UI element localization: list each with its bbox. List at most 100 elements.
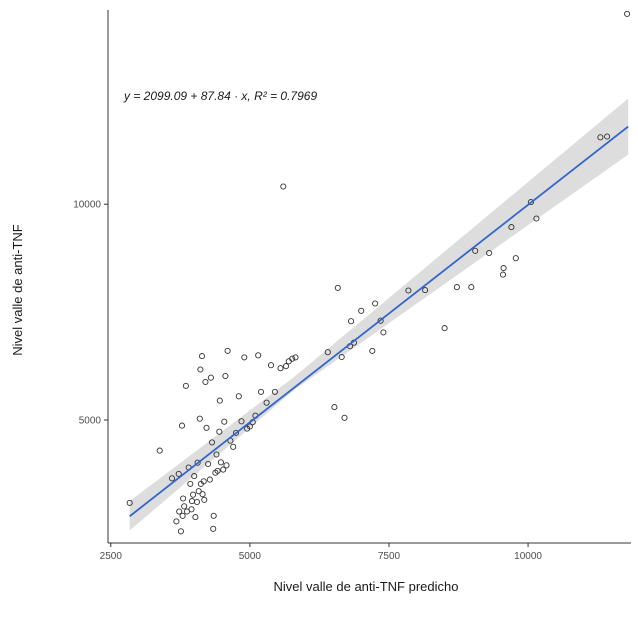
data-point-38 bbox=[210, 512, 217, 519]
data-point-5 bbox=[175, 470, 182, 477]
data-point-33 bbox=[205, 460, 212, 468]
data-point-85 bbox=[422, 287, 429, 294]
data-point-67 bbox=[282, 363, 290, 370]
data-point-94 bbox=[512, 255, 519, 262]
data-point-81 bbox=[372, 300, 379, 307]
data-point-71 bbox=[324, 349, 331, 356]
data-point-42 bbox=[216, 428, 223, 435]
data-point-23 bbox=[195, 488, 202, 495]
data-point-9 bbox=[179, 512, 186, 519]
data-point-89 bbox=[472, 247, 479, 254]
regression-line-layer bbox=[129, 125, 629, 517]
data-point-80 bbox=[369, 347, 376, 354]
data-point-87 bbox=[453, 284, 460, 291]
data-point-79 bbox=[358, 307, 365, 314]
y-tick-label-5000: 5000 bbox=[79, 416, 102, 427]
data-point-96 bbox=[533, 215, 540, 222]
data-point-83 bbox=[380, 329, 387, 336]
data-point-4 bbox=[173, 518, 180, 525]
data-point-62 bbox=[263, 399, 270, 406]
regression-line bbox=[129, 125, 629, 517]
data-point-1 bbox=[126, 499, 133, 506]
data-point-92 bbox=[500, 265, 507, 272]
x-tick-label-10000: 10000 bbox=[514, 551, 542, 562]
data-point-52 bbox=[232, 429, 240, 436]
data-point-21 bbox=[193, 498, 201, 506]
y-axis-title: Nivel valle de anti-TNF bbox=[10, 224, 25, 356]
data-point-7 bbox=[177, 528, 184, 535]
data-point-16 bbox=[188, 506, 195, 513]
data-point-19 bbox=[191, 473, 198, 480]
data-point-43 bbox=[216, 397, 223, 404]
data-point-72 bbox=[331, 404, 338, 411]
regression-equation-label: y = 2099.09 + 87.84 · x, R² = 0.7969 bbox=[123, 89, 317, 103]
data-point-74 bbox=[338, 353, 345, 361]
data-point-69 bbox=[289, 355, 296, 362]
data-point-8 bbox=[178, 422, 186, 429]
data-point-55 bbox=[241, 354, 248, 361]
data-point-2 bbox=[156, 447, 163, 454]
data-point-27 bbox=[198, 353, 206, 360]
data-point-15 bbox=[187, 480, 194, 487]
data-point-22 bbox=[194, 459, 201, 466]
data-point-40 bbox=[213, 451, 220, 458]
data-point-28 bbox=[199, 491, 206, 498]
data-point-57 bbox=[246, 423, 253, 430]
points-layer bbox=[126, 10, 631, 535]
data-point-48 bbox=[223, 462, 230, 469]
data-point-10 bbox=[180, 495, 187, 502]
data-point-63 bbox=[267, 362, 275, 369]
data-point-44 bbox=[217, 459, 224, 466]
data-point-60 bbox=[255, 352, 262, 359]
data-point-12 bbox=[182, 382, 189, 389]
data-point-41 bbox=[214, 467, 221, 474]
ticks-layer: 2500 5000 7500 10000 5000 10000 bbox=[73, 200, 542, 562]
data-point-77 bbox=[348, 318, 355, 325]
data-point-18 bbox=[190, 491, 197, 498]
data-point-36 bbox=[208, 439, 216, 446]
data-point-98 bbox=[604, 133, 611, 140]
data-point-70 bbox=[292, 354, 299, 361]
data-point-30 bbox=[201, 496, 208, 503]
data-point-82 bbox=[377, 317, 384, 324]
x-tick-label-7500: 7500 bbox=[378, 551, 401, 562]
data-point-35 bbox=[207, 374, 214, 381]
data-point-66 bbox=[280, 183, 287, 190]
data-point-25 bbox=[197, 366, 204, 373]
data-point-61 bbox=[257, 388, 265, 395]
confidence-band bbox=[129, 98, 629, 531]
x-tick-label-2500: 2500 bbox=[100, 551, 123, 562]
data-point-37 bbox=[210, 525, 217, 532]
data-point-54 bbox=[238, 418, 245, 425]
data-point-88 bbox=[468, 284, 475, 291]
data-point-90 bbox=[486, 249, 493, 257]
axes-layer bbox=[107, 10, 631, 544]
data-point-49 bbox=[224, 347, 231, 354]
data-point-84 bbox=[405, 287, 412, 294]
data-point-53 bbox=[235, 393, 242, 400]
data-point-51 bbox=[230, 443, 237, 450]
data-point-97 bbox=[597, 134, 604, 141]
data-point-34 bbox=[206, 476, 213, 483]
x-tick-label-5000: 5000 bbox=[239, 551, 262, 562]
data-point-24 bbox=[196, 415, 203, 422]
data-point-93 bbox=[508, 224, 515, 231]
data-point-45 bbox=[220, 466, 227, 473]
data-point-29 bbox=[200, 478, 207, 485]
data-point-31 bbox=[202, 378, 209, 386]
data-point-17 bbox=[188, 498, 196, 505]
data-point-46 bbox=[221, 418, 228, 425]
data-point-91 bbox=[499, 271, 507, 278]
data-point-86 bbox=[441, 325, 448, 332]
data-point-47 bbox=[222, 372, 229, 380]
data-point-3 bbox=[168, 475, 176, 482]
x-axis-title: Nivel valle de anti-TNF predicho bbox=[274, 579, 459, 594]
confidence-band-layer bbox=[129, 98, 629, 531]
data-point-65 bbox=[277, 365, 284, 372]
data-point-73 bbox=[334, 284, 341, 291]
data-point-6 bbox=[176, 508, 183, 515]
y-tick-label-10000: 10000 bbox=[73, 200, 101, 211]
data-point-75 bbox=[341, 414, 348, 421]
data-point-20 bbox=[192, 514, 199, 521]
